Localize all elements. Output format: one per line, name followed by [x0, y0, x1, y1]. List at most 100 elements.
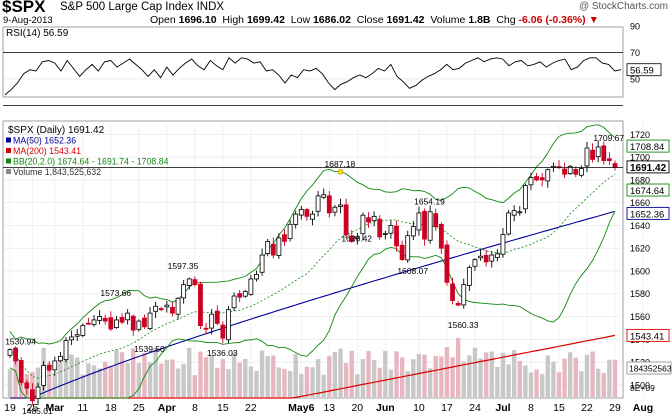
price-annotation: 1539.50	[134, 344, 165, 354]
rsi-line	[4, 57, 622, 96]
volume-axis-labels: 1843525632 8E+09	[626, 361, 672, 393]
candle	[198, 281, 203, 329]
candle-body	[175, 297, 181, 315]
volume-bar	[534, 369, 539, 397]
volume-bar	[215, 367, 220, 397]
rsi-last-box	[626, 63, 662, 77]
candle	[506, 209, 511, 236]
x-tick-label: 22	[245, 402, 257, 414]
candle-body	[46, 365, 52, 371]
candle	[539, 172, 545, 187]
candle	[444, 240, 450, 286]
price-annotation: 1597.35	[168, 261, 199, 271]
candle-body	[114, 319, 119, 328]
volume-bar	[427, 368, 433, 397]
stockcharts-watermark: @ StockCharts.com	[578, 1, 668, 12]
candle-body	[522, 185, 528, 210]
price-annotation: 1485.01	[22, 406, 53, 414]
candle	[321, 188, 327, 200]
volume-bar	[545, 355, 550, 397]
down-arrow-icon: ▼	[588, 14, 599, 26]
volume-bar	[584, 354, 590, 397]
volume-bar	[271, 355, 276, 397]
chart-header: $SPX S&P 500 Large Cap Index INDX @ Stoc…	[0, 0, 672, 26]
volume-bar	[556, 372, 562, 397]
x-tick-label: May6	[288, 402, 314, 414]
volume-bar	[304, 366, 310, 397]
candle-body	[343, 204, 349, 235]
rsi-title: RSI(14) 56.59	[6, 28, 69, 39]
volume-bar	[478, 358, 483, 397]
candle	[175, 297, 181, 320]
candle-body	[366, 217, 371, 223]
candle-body	[595, 146, 601, 158]
candle	[80, 323, 86, 338]
volume-bar	[75, 357, 80, 397]
candle	[349, 229, 355, 243]
candle	[315, 191, 321, 217]
candle-body	[13, 347, 19, 362]
candle	[494, 249, 500, 262]
candle-body	[254, 273, 259, 280]
right-label-text: 1708.84	[630, 142, 664, 153]
volume-bar	[472, 347, 478, 397]
volume-bar	[287, 370, 293, 397]
candle	[226, 306, 231, 343]
volume-bar	[523, 365, 528, 397]
candle-body	[399, 244, 405, 260]
volume-bar	[444, 346, 450, 397]
volume-bar	[422, 354, 427, 397]
volume-bar	[573, 357, 578, 397]
volume-bar	[489, 351, 494, 397]
candle	[562, 162, 567, 179]
candle-body	[298, 209, 304, 216]
x-tick-label: 29	[609, 402, 621, 414]
volume-bar	[405, 371, 410, 397]
volume-bar	[164, 359, 170, 397]
candle-body	[69, 336, 75, 341]
candle-body	[349, 235, 355, 242]
volume-bar	[366, 351, 371, 397]
volume-bar	[254, 370, 259, 397]
candle	[332, 204, 338, 217]
candle-body	[310, 213, 315, 220]
candle-body	[259, 254, 265, 273]
x-tick-label: 15	[553, 402, 565, 414]
high-label: High	[222, 14, 245, 26]
candle-body	[315, 195, 321, 212]
candle	[136, 319, 142, 332]
volume-last-box	[626, 361, 672, 375]
candle	[534, 172, 539, 182]
volume-bar	[86, 363, 91, 397]
volume-bar	[159, 363, 164, 397]
volume-label: Volume	[430, 14, 466, 26]
volume-bar	[226, 368, 231, 397]
candle	[304, 207, 310, 221]
candle-body	[382, 233, 388, 235]
candle	[97, 309, 103, 325]
rsi-panel	[2, 26, 624, 98]
x-tick-label: 8	[192, 402, 198, 414]
candle	[438, 222, 444, 254]
low-value: 1686.02	[312, 14, 351, 26]
volume-bar	[450, 357, 455, 397]
volume-bar	[181, 363, 186, 397]
volume-bar	[327, 355, 332, 397]
volume-bar	[394, 351, 399, 397]
candle	[231, 292, 237, 311]
price-tick-label: 1680	[630, 175, 650, 185]
candle-body	[338, 204, 343, 207]
right-label-ma50: 1652.36	[626, 206, 670, 220]
candle	[433, 208, 439, 231]
open-label: Open	[150, 14, 176, 26]
price-tick-label: 1580	[630, 289, 650, 299]
candle	[601, 141, 607, 165]
candle-body	[578, 168, 584, 176]
price-annotation: 1636.42	[341, 234, 372, 244]
right-label-text: 1652.36	[630, 209, 664, 220]
volume-bar	[259, 350, 265, 397]
x-tick-labels: 19 25 Mar 11 18 25 Apr 8 15 22 May6 13 20 Jun 10 17 24 Ju…	[4, 402, 653, 414]
candle	[511, 205, 517, 222]
candle-body	[192, 279, 198, 286]
candle	[41, 361, 47, 391]
